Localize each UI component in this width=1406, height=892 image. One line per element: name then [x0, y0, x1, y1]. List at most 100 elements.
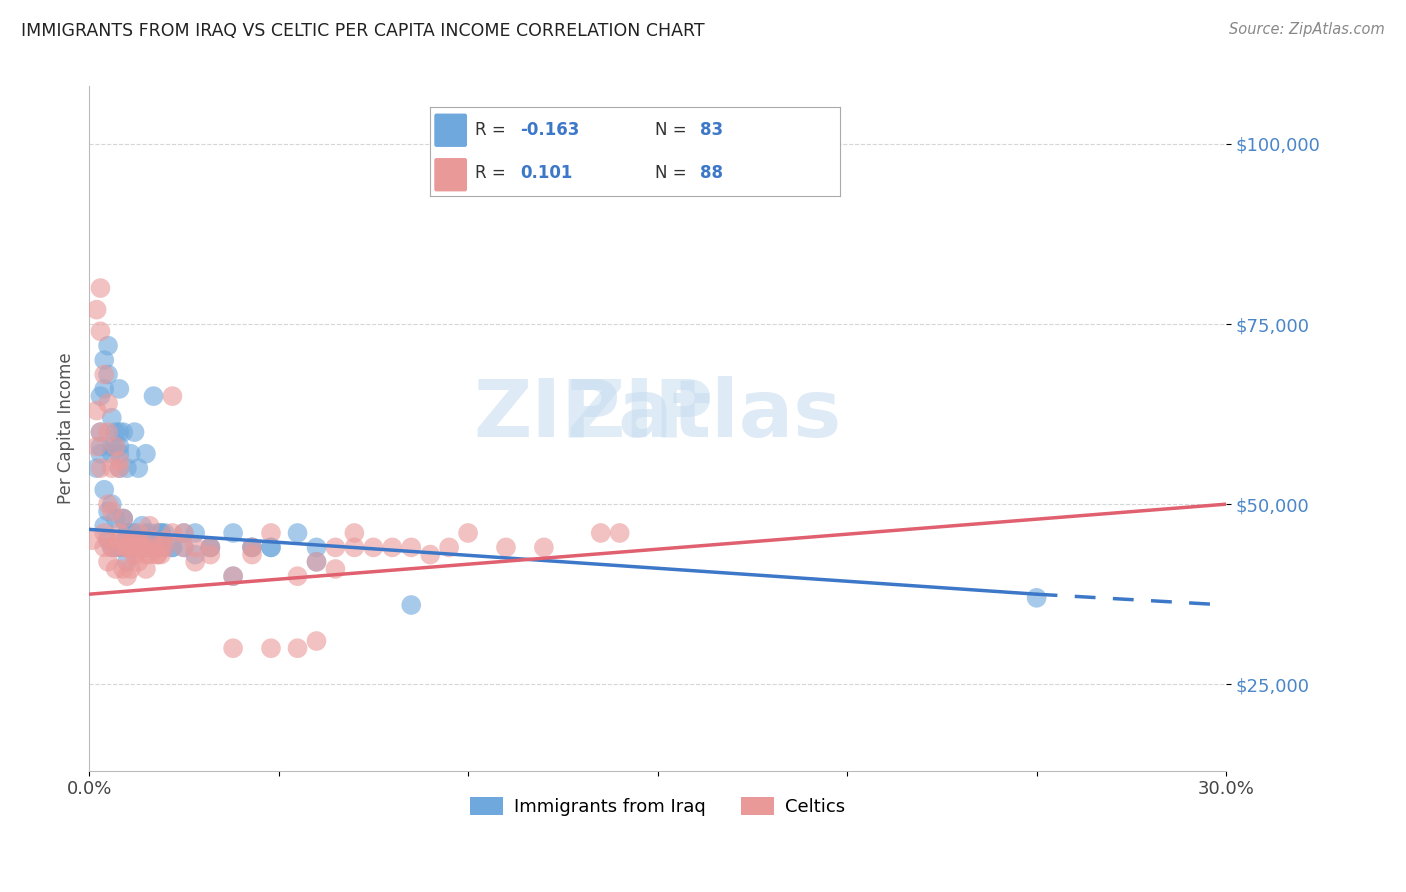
Point — [381, 541, 404, 555]
Point — [343, 526, 366, 541]
Point — [135, 562, 157, 576]
Point — [112, 511, 135, 525]
Point — [97, 533, 120, 548]
Text: IMMIGRANTS FROM IRAQ VS CELTIC PER CAPITA INCOME CORRELATION CHART: IMMIGRANTS FROM IRAQ VS CELTIC PER CAPIT… — [21, 22, 704, 40]
Point — [135, 541, 157, 555]
Point — [101, 461, 124, 475]
Point — [104, 440, 127, 454]
Point — [120, 526, 142, 541]
Point — [533, 541, 555, 555]
Point — [150, 548, 173, 562]
Point — [240, 541, 263, 555]
Point — [184, 526, 207, 541]
Point — [101, 541, 124, 555]
Point — [153, 541, 176, 555]
Point — [112, 511, 135, 525]
Point — [97, 339, 120, 353]
Point — [104, 541, 127, 555]
Point — [287, 526, 309, 541]
Text: Source: ZipAtlas.com: Source: ZipAtlas.com — [1229, 22, 1385, 37]
Point — [101, 447, 124, 461]
Point — [115, 526, 138, 541]
Text: ZIP: ZIP — [567, 376, 714, 454]
Point — [104, 425, 127, 439]
Point — [240, 541, 263, 555]
Point — [343, 541, 366, 555]
Point — [104, 562, 127, 576]
Point — [108, 526, 131, 541]
Point — [89, 447, 111, 461]
Point — [146, 541, 169, 555]
Point — [112, 541, 135, 555]
Point — [222, 569, 245, 583]
Point — [115, 541, 138, 555]
Point — [153, 533, 176, 548]
Point — [120, 533, 142, 548]
Point — [89, 440, 111, 454]
Point — [589, 526, 612, 541]
Point — [363, 541, 385, 555]
Point — [142, 541, 165, 555]
Point — [146, 548, 169, 562]
Point — [112, 541, 135, 555]
Point — [101, 504, 124, 518]
Point — [86, 302, 108, 317]
Point — [260, 541, 283, 555]
Point — [305, 555, 328, 569]
Point — [138, 526, 160, 541]
Point — [150, 541, 173, 555]
Point — [1025, 591, 1047, 605]
Point — [184, 555, 207, 569]
Point — [120, 562, 142, 576]
Point — [138, 541, 160, 555]
Point — [222, 641, 245, 656]
Point — [173, 526, 195, 541]
Point — [97, 504, 120, 518]
Point — [142, 541, 165, 555]
Point — [135, 526, 157, 541]
Point — [200, 541, 222, 555]
Point — [97, 368, 120, 382]
Point — [142, 533, 165, 548]
Point — [399, 541, 422, 555]
Point — [325, 562, 347, 576]
Point — [97, 555, 120, 569]
Point — [399, 598, 422, 612]
Point — [240, 541, 263, 555]
Point — [153, 526, 176, 541]
Point — [108, 541, 131, 555]
Point — [120, 541, 142, 555]
Point — [93, 541, 115, 555]
Point — [127, 461, 149, 475]
Point — [260, 541, 283, 555]
Point — [112, 425, 135, 439]
Point — [115, 541, 138, 555]
Text: ZIPatlas: ZIPatlas — [474, 376, 842, 454]
Point — [305, 634, 328, 648]
Point — [120, 541, 142, 555]
Point — [108, 461, 131, 475]
Point — [97, 396, 120, 410]
Point — [86, 461, 108, 475]
Point — [138, 548, 160, 562]
Point — [184, 548, 207, 562]
Point — [131, 541, 153, 555]
Point — [93, 368, 115, 382]
Y-axis label: Per Capita Income: Per Capita Income — [58, 352, 75, 504]
Point — [173, 526, 195, 541]
Point — [124, 541, 146, 555]
Point — [101, 541, 124, 555]
Point — [89, 324, 111, 338]
Point — [127, 526, 149, 541]
Point — [131, 518, 153, 533]
Point — [104, 440, 127, 454]
Point — [150, 526, 173, 541]
Point — [260, 641, 283, 656]
Point — [97, 533, 120, 548]
Point — [127, 541, 149, 555]
Point — [124, 425, 146, 439]
Point — [457, 526, 479, 541]
Point — [131, 541, 153, 555]
Point — [146, 541, 169, 555]
Point — [162, 526, 184, 541]
